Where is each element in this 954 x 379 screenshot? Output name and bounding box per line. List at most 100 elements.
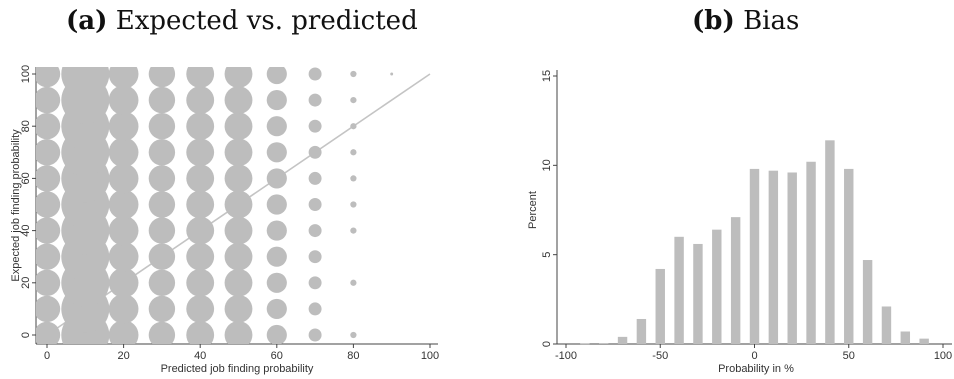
histogram-bar <box>806 161 816 344</box>
data-point <box>148 165 176 192</box>
data-point <box>108 137 139 168</box>
y-tick-label-a: 60 <box>20 172 32 184</box>
data-point <box>308 67 322 81</box>
data-point <box>108 320 139 344</box>
data-point <box>266 298 287 319</box>
data-point <box>308 171 322 185</box>
data-point <box>36 191 61 218</box>
y-tick-label-a: 20 <box>20 277 32 289</box>
data-point <box>186 138 215 167</box>
data-point <box>266 116 287 137</box>
data-point <box>186 164 215 193</box>
x-tick-label-b: 0 <box>751 350 757 362</box>
data-point <box>108 215 139 246</box>
data-point <box>308 198 322 211</box>
data-point <box>350 96 357 104</box>
x-tick-label-a: 80 <box>347 350 359 362</box>
data-point <box>148 243 176 270</box>
histogram-bar <box>730 217 741 344</box>
x-tick-label-b: -100 <box>555 350 577 362</box>
data-point <box>350 331 357 339</box>
data-point <box>148 67 176 88</box>
histogram-bar <box>749 168 760 344</box>
y-axis-title-b: Percent <box>527 191 539 229</box>
data-point <box>108 111 139 142</box>
data-point <box>308 224 322 238</box>
data-point <box>266 168 287 189</box>
data-point <box>186 216 215 245</box>
data-point <box>224 242 253 271</box>
data-point <box>350 123 357 130</box>
data-point <box>186 86 215 115</box>
histogram-bar <box>712 229 722 344</box>
panel-a-tag: (a) <box>66 6 108 36</box>
data-point <box>148 269 176 296</box>
histogram-bar <box>655 268 665 344</box>
histogram-bar <box>881 306 892 344</box>
data-point <box>148 191 176 218</box>
data-point <box>224 216 253 245</box>
data-point <box>148 139 176 166</box>
histogram-bar <box>862 260 873 344</box>
data-point <box>390 72 394 76</box>
data-point <box>224 138 253 167</box>
data-point <box>224 67 253 88</box>
data-point <box>186 67 215 88</box>
data-point <box>224 86 253 115</box>
data-point <box>36 113 61 140</box>
data-point <box>266 67 287 85</box>
x-tick-label-a: 60 <box>271 350 283 362</box>
data-point <box>308 93 322 107</box>
y-tick-label-b: 0 <box>541 341 553 347</box>
data-point <box>350 70 357 78</box>
data-point <box>350 201 357 208</box>
data-point <box>108 163 139 194</box>
x-axis-title-a: Predicted job finding probability <box>161 363 314 375</box>
data-point <box>36 67 61 88</box>
x-tick-label-b: 50 <box>843 350 855 362</box>
histogram-bar <box>636 318 647 344</box>
panel-b-name: Bias <box>743 6 800 36</box>
y-tick-label-b: 10 <box>541 159 553 171</box>
data-point <box>108 67 139 89</box>
x-tick-label-b: 100 <box>934 350 952 362</box>
data-point <box>308 250 322 264</box>
data-point <box>108 294 139 324</box>
data-point <box>266 220 287 241</box>
x-axis-title-b: Probability in % <box>718 363 794 375</box>
data-point <box>186 242 215 271</box>
histogram-bar <box>693 243 703 344</box>
data-point <box>224 112 253 141</box>
panel-b-title: (b) Bias <box>692 6 799 36</box>
data-point <box>350 279 357 286</box>
x-tick-label-a: 40 <box>194 350 206 362</box>
data-point <box>350 175 357 182</box>
data-point <box>148 86 176 114</box>
data-point <box>224 164 253 193</box>
histogram-bar <box>580 343 590 345</box>
data-point <box>266 246 287 267</box>
data-point <box>308 145 322 159</box>
histogram-bar <box>617 336 628 344</box>
data-point <box>186 190 215 219</box>
data-point <box>36 243 61 270</box>
data-point <box>224 190 253 219</box>
data-point <box>224 268 253 297</box>
data-point <box>266 90 287 111</box>
histogram-bar <box>598 343 609 344</box>
histogram-bar <box>825 140 835 344</box>
data-point <box>186 268 215 297</box>
data-point <box>36 86 61 114</box>
data-point <box>61 67 110 98</box>
data-point <box>308 276 322 290</box>
data-point <box>108 189 139 220</box>
data-point <box>186 321 215 344</box>
data-point <box>186 112 215 141</box>
y-tick-label-a: 100 <box>20 65 32 83</box>
histogram-bar <box>900 331 911 344</box>
y-axis-title-a: Expected job finding probability <box>10 129 22 282</box>
data-point <box>308 302 322 316</box>
data-point <box>108 241 139 272</box>
data-point <box>266 194 287 215</box>
